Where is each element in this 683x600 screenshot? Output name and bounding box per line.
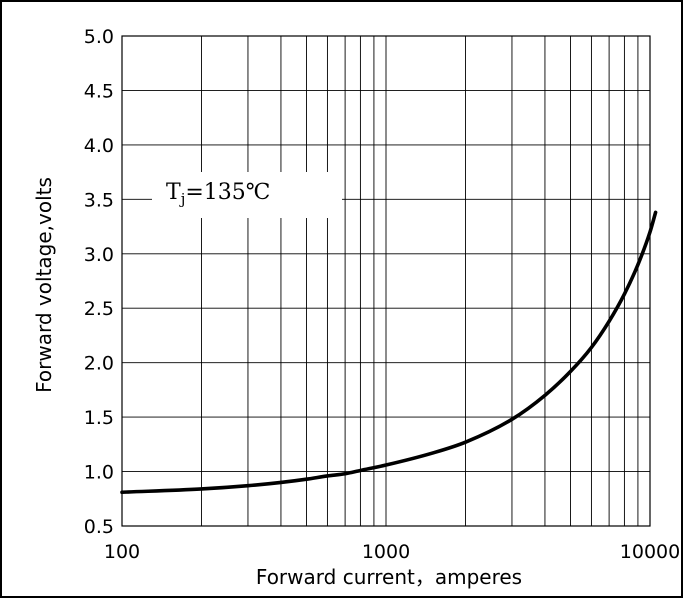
grid — [122, 36, 650, 526]
y-tick-label: 4.0 — [84, 135, 114, 157]
forward-voltage-curve-0 — [120, 210, 658, 495]
y-tick-labels: 0.5 1.0 1.5 2.0 2.5 3.0 3.5 4.0 4.5 5.0 — [84, 26, 114, 538]
y-tick-label: 4.5 — [84, 80, 114, 102]
x-tick-label: 1000 — [362, 541, 410, 563]
x-tick-labels: 100 1000 10000 — [104, 541, 680, 563]
annotation-background — [152, 172, 342, 218]
annotation-group: Tj=135℃ — [152, 172, 342, 218]
y-tick-label: 0.5 — [84, 516, 114, 538]
annotation-subscript: j — [179, 190, 186, 208]
y-tick-label: 3.5 — [84, 189, 114, 211]
x-tick-label: 10000 — [620, 541, 680, 563]
y-tick-label: 2.0 — [84, 353, 114, 375]
x-axis-label: Forward current，amperes — [256, 565, 522, 589]
plot-area-border — [121, 35, 651, 527]
y-tick-label: 5.0 — [84, 26, 114, 48]
y-tick-label: 2.5 — [84, 298, 114, 320]
annotation-main: T — [166, 180, 181, 205]
x-tick-label: 100 — [104, 541, 140, 563]
y-tick-label: 1.5 — [84, 407, 114, 429]
series-group — [120, 210, 658, 495]
y-axis-label: Forward voltage,volts — [32, 177, 56, 393]
y-tick-label: 3.0 — [84, 244, 114, 266]
tj-annotation: Tj=135℃ — [166, 180, 270, 208]
y-tick-label: 1.0 — [84, 462, 114, 484]
annotation-rest: =135℃ — [185, 180, 270, 205]
